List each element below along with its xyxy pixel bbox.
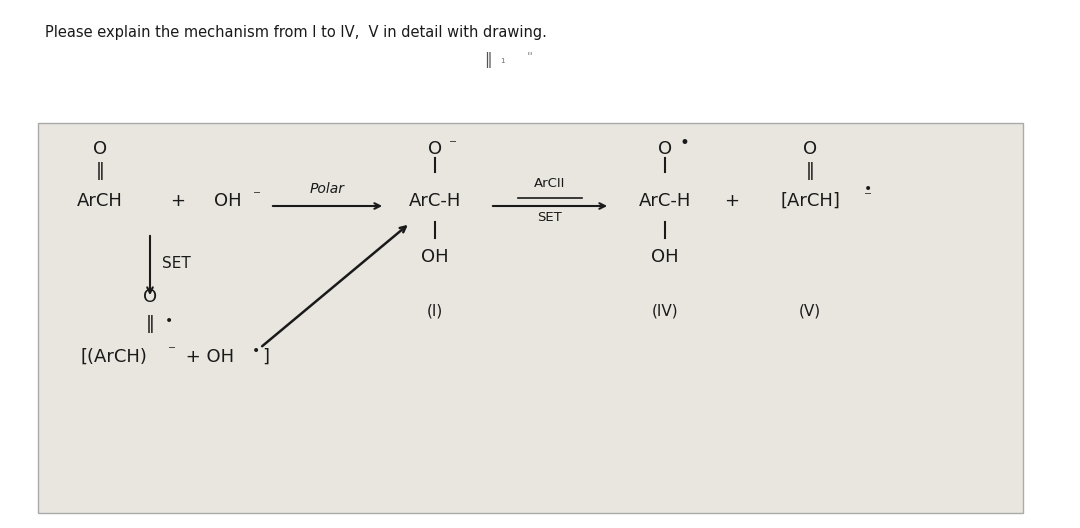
Text: ArC-H: ArC-H [638, 192, 691, 210]
Text: ⁻: ⁻ [168, 343, 176, 358]
Text: [ArCH]: [ArCH] [780, 192, 840, 210]
Text: •: • [165, 314, 173, 328]
Text: Please explain the mechanism from I to IV,  V in detail with drawing.: Please explain the mechanism from I to I… [45, 25, 546, 40]
Text: ⁻: ⁻ [864, 189, 872, 204]
Text: Polar: Polar [310, 182, 345, 196]
Text: •: • [864, 182, 873, 196]
Text: ⁻: ⁻ [449, 137, 457, 152]
Text: (I): (I) [427, 303, 443, 318]
Text: OH: OH [214, 192, 242, 210]
Text: O: O [428, 140, 442, 158]
Text: +: + [725, 192, 740, 210]
Text: ₁: ₁ [500, 55, 504, 65]
Text: (IV): (IV) [651, 303, 678, 318]
Text: (V): (V) [799, 303, 821, 318]
Text: [(ArCH): [(ArCH) [80, 348, 147, 366]
Text: O: O [802, 140, 818, 158]
Text: O: O [93, 140, 107, 158]
Text: '': '' [527, 51, 534, 64]
Text: SET: SET [538, 211, 563, 224]
Text: ‖: ‖ [806, 162, 814, 180]
FancyBboxPatch shape [38, 123, 1023, 513]
Text: ‖: ‖ [484, 52, 491, 68]
Text: SET: SET [162, 256, 191, 270]
Text: •: • [252, 344, 260, 358]
Text: ArCH: ArCH [77, 192, 123, 210]
Text: •: • [679, 134, 689, 152]
Text: OH: OH [651, 248, 679, 266]
Text: + OH: + OH [180, 348, 234, 366]
Text: ‖: ‖ [146, 315, 154, 333]
Text: ⁻: ⁻ [253, 188, 261, 203]
Text: O: O [143, 288, 157, 306]
Text: +: + [171, 192, 186, 210]
Text: ‖: ‖ [95, 162, 105, 180]
Text: OH: OH [421, 248, 449, 266]
Text: ]: ] [262, 348, 269, 366]
Text: O: O [658, 140, 672, 158]
Text: ArC-H: ArC-H [409, 192, 461, 210]
Text: ArCII: ArCII [535, 177, 566, 190]
